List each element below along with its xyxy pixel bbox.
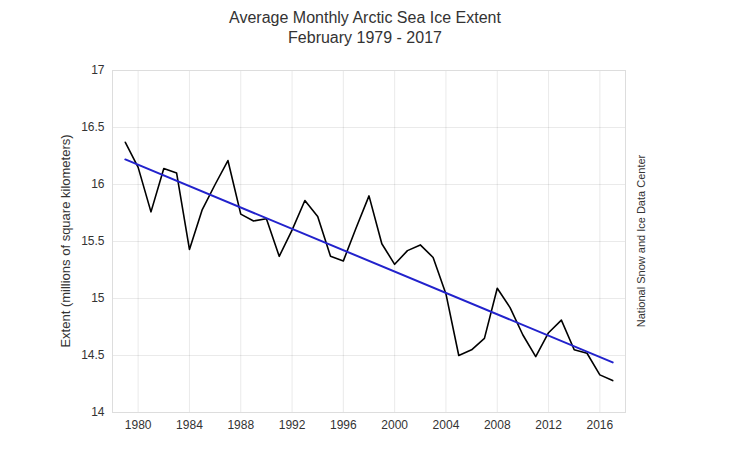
svg-text:16.5: 16.5 [81, 120, 105, 134]
svg-text:1980: 1980 [125, 418, 152, 432]
svg-text:Extent (millions of square kil: Extent (millions of square kilometers) [58, 134, 73, 347]
svg-text:14.5: 14.5 [81, 348, 105, 362]
svg-text:14: 14 [91, 405, 105, 419]
svg-text:National Snow and Ice Data Cen: National Snow and Ice Data Center [635, 154, 647, 327]
svg-text:2004: 2004 [433, 418, 460, 432]
html-text:February 1979 - 2017: February 1979 - 2017 [288, 29, 442, 46]
svg-text:16: 16 [91, 177, 105, 191]
svg-text:2016: 2016 [586, 418, 613, 432]
svg-text:1984: 1984 [176, 418, 203, 432]
svg-text:15: 15 [91, 291, 105, 305]
svg-text:1992: 1992 [279, 418, 306, 432]
svg-text:2000: 2000 [381, 418, 408, 432]
svg-text:15.5: 15.5 [81, 234, 105, 248]
svg-text:2008: 2008 [484, 418, 511, 432]
svg-text:17: 17 [91, 63, 105, 77]
svg-text:2012: 2012 [535, 418, 562, 432]
svg-text:1988: 1988 [227, 418, 254, 432]
html-text:Average Monthly Arctic Sea Ice: Average Monthly Arctic Sea Ice Extent [229, 9, 501, 26]
svg-text:1996: 1996 [330, 418, 357, 432]
